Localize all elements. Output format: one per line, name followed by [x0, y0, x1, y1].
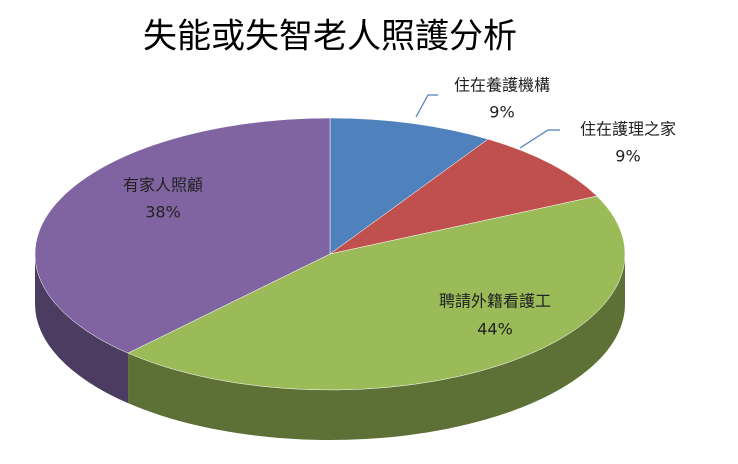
slice: [329, 138, 598, 255]
slice-value-label: 9%: [489, 103, 514, 122]
slice-label: 住在養護機構: [454, 76, 550, 95]
slice-value-label: 9%: [615, 147, 640, 166]
leader-line: [519, 129, 560, 149]
pie: [34, 117, 626, 440]
slice-label: 住在護理之家: [580, 120, 676, 139]
slice: [34, 117, 331, 354]
slice: [329, 117, 489, 255]
chart-title: 失能或失智老人照護分析: [143, 17, 517, 57]
slice-value-label: 44%: [477, 320, 513, 339]
slice-value-label: 38%: [145, 203, 181, 222]
slice-side: [35, 254, 129, 404]
slice-side: [128, 254, 626, 440]
slice: [127, 195, 626, 391]
slice-label: 聘請外籍看護工: [439, 292, 551, 311]
slice-label: 有家人照顧: [123, 176, 203, 195]
leader-line: [415, 94, 438, 118]
